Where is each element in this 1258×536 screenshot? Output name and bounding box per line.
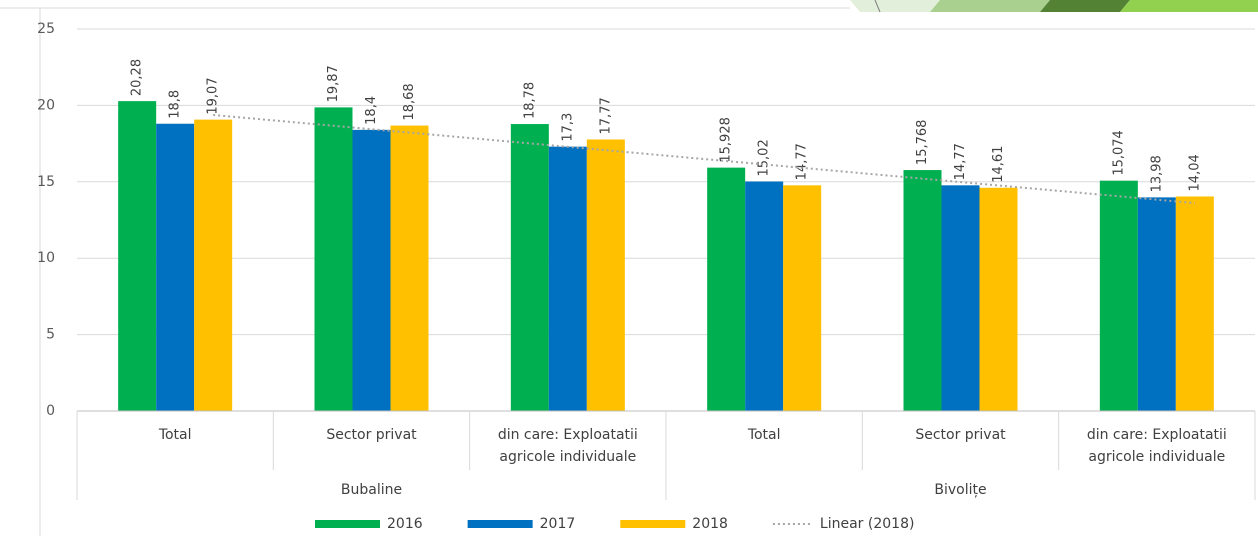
value-label: 13,98: [1149, 155, 1164, 192]
value-label: 19,07: [206, 77, 221, 114]
value-label: 18,8: [168, 90, 183, 119]
bar: [314, 107, 353, 411]
bar: [510, 124, 549, 412]
legend-label: 2017: [540, 516, 576, 532]
bar: [783, 185, 822, 411]
y-tick-label: 20: [37, 97, 55, 113]
bar: [1137, 197, 1176, 411]
decoration: [930, 0, 1050, 12]
value-label: 14,77: [795, 143, 810, 180]
legend-swatch: [467, 520, 533, 528]
value-label: 17,77: [598, 97, 613, 134]
bar: [1175, 196, 1214, 411]
x-tick-label: Sector privat: [915, 427, 1006, 443]
x-tick-label: Total: [747, 427, 781, 443]
trendline: [213, 113, 1195, 205]
value-label: 15,928: [719, 117, 734, 163]
bar: [745, 181, 784, 411]
bar: [941, 185, 980, 411]
bar: [352, 129, 391, 411]
value-label: 20,28: [130, 59, 145, 96]
decoration: [1040, 0, 1130, 12]
decoration: [1120, 0, 1258, 12]
x-tick-label: Total: [158, 427, 192, 443]
value-label: 15,768: [915, 120, 930, 166]
value-label: 14,61: [991, 146, 1006, 183]
y-tick-label: 5: [46, 327, 55, 343]
group-label: Bivolițe: [934, 482, 987, 498]
value-label: 18,68: [402, 83, 417, 120]
y-tick-label: 0: [46, 403, 55, 419]
value-label: 19,87: [326, 65, 341, 102]
bar: [156, 123, 195, 412]
value-label: 17,3: [560, 113, 575, 142]
bar: [586, 139, 625, 411]
value-label: 15,02: [757, 139, 772, 176]
decoration: [850, 0, 940, 12]
x-tick-label: din care: Exploatatii agricole individua…: [1086, 427, 1227, 465]
bar: [979, 187, 1018, 411]
group-label: Bubaline: [340, 482, 403, 498]
bar: [707, 167, 746, 411]
value-label: 18,4: [364, 96, 379, 125]
legend-label: Linear (2018): [820, 516, 915, 532]
legend-label: 2016: [387, 516, 423, 532]
legend-swatch: [620, 520, 686, 528]
x-tick-label: Sector privat: [326, 427, 417, 443]
bar: [390, 125, 429, 411]
decoration: [874, 0, 881, 13]
legend-swatch: [315, 520, 380, 528]
legend-label: 2018: [692, 516, 728, 532]
bar: [548, 146, 587, 411]
value-label: 15,074: [1111, 130, 1126, 176]
bar: [903, 170, 942, 411]
y-tick-label: 25: [37, 21, 55, 37]
value-label: 14,04: [1187, 154, 1202, 191]
value-label: 14,77: [953, 143, 968, 180]
x-tick-label: din care: Exploatatii agricole individua…: [497, 427, 638, 465]
bar: [1099, 180, 1138, 411]
value-label: 18,78: [522, 82, 537, 119]
y-tick-label: 10: [37, 250, 55, 266]
bar: [194, 119, 233, 411]
y-tick-label: 15: [37, 174, 55, 190]
bar: [118, 101, 157, 412]
